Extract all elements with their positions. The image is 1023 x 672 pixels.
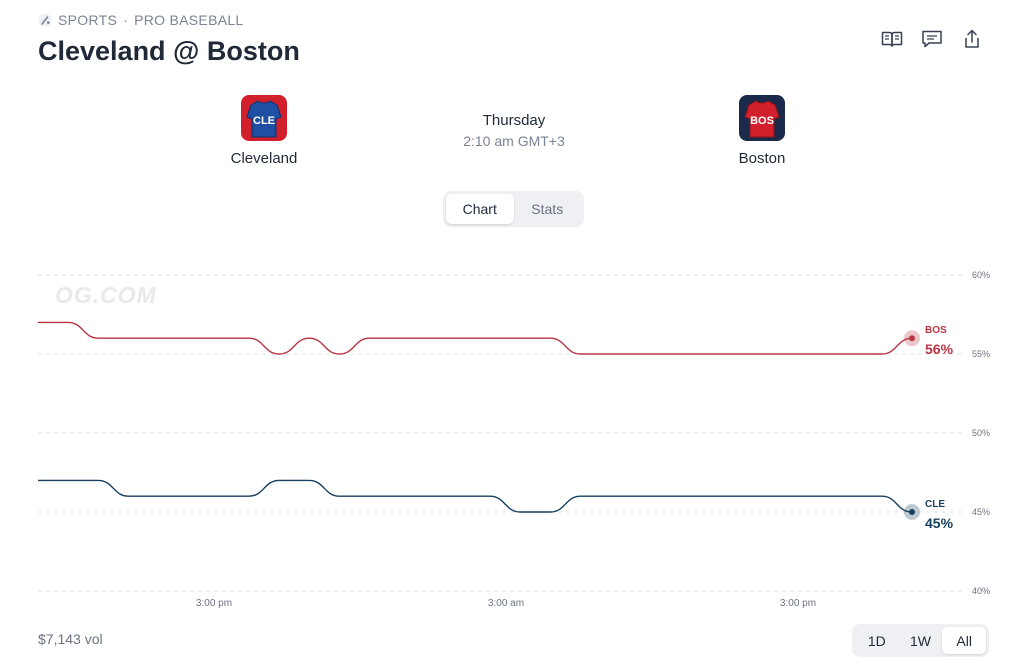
share-icon — [963, 29, 981, 54]
volume-label: $7,143 vol — [38, 631, 103, 647]
range-selector: 1D 1W All — [852, 624, 989, 657]
x-tick-label: 3:00 pm — [780, 598, 816, 609]
y-tick-label: 40% — [972, 586, 990, 596]
home-team-name: Cleveland — [230, 150, 298, 167]
share-button[interactable] — [961, 29, 983, 54]
page-title: Cleveland @ Boston — [38, 36, 300, 66]
series-value-bos: 56% — [925, 341, 954, 357]
top-actions — [881, 29, 983, 54]
boston-jersey-icon: BOS — [739, 95, 785, 141]
rules-button[interactable] — [881, 30, 903, 52]
tab-chart[interactable]: Chart — [446, 194, 514, 224]
series-name-bos: BOS — [925, 325, 947, 336]
y-tick-label: 55% — [972, 349, 990, 359]
range-all-button[interactable]: All — [942, 627, 987, 654]
breadcrumb-category[interactable]: SPORTS — [58, 12, 118, 28]
baseball-bat-icon — [38, 13, 52, 27]
x-tick-label: 3:00 am — [488, 598, 524, 609]
series-line-bos — [38, 321, 913, 355]
y-tick-label: 50% — [972, 428, 990, 438]
tab-stats[interactable]: Stats — [531, 201, 564, 217]
probability-chart: 60% 55% 50% 45% 40% 3:00 pm 3:00 am 3:00 pm BOS 5… — [38, 270, 990, 609]
range-1w-button[interactable]: 1W — [910, 632, 931, 649]
watermark: OG.COM — [55, 282, 157, 308]
breadcrumb-league[interactable]: PRO BASEBALL — [134, 12, 244, 28]
endpoint-dot-bos — [909, 335, 915, 342]
y-tick-label: 45% — [972, 507, 990, 517]
away-team[interactable]: BOS Boston — [702, 95, 822, 167]
svg-text:CLE: CLE — [253, 115, 275, 127]
game-day: Thursday — [482, 112, 546, 129]
series-line-cle — [38, 479, 913, 513]
comments-button[interactable] — [921, 30, 943, 52]
cleveland-jersey-icon: CLE — [241, 95, 287, 141]
x-tick-label: 3:00 pm — [196, 598, 232, 609]
comment-icon — [921, 29, 943, 54]
home-team[interactable]: CLE Cleveland — [204, 95, 324, 167]
endpoint-dot-cle — [909, 509, 915, 515]
game-clock: 2:10 am GMT+3 — [463, 133, 565, 149]
series-name-cle: CLE — [925, 499, 945, 510]
series-value-cle: 45% — [925, 515, 954, 531]
breadcrumb: SPORTS · PRO BASEBALL — [38, 12, 244, 28]
view-toggle: Chart Stats — [443, 191, 584, 227]
game-time: Thursday 2:10 am GMT+3 — [414, 112, 614, 149]
y-tick-label: 60% — [972, 270, 990, 280]
breadcrumb-separator: · — [123, 12, 129, 28]
away-team-name: Boston — [738, 150, 786, 167]
svg-text:BOS: BOS — [750, 115, 774, 127]
book-icon — [881, 30, 903, 53]
range-1d-button[interactable]: 1D — [867, 632, 886, 649]
